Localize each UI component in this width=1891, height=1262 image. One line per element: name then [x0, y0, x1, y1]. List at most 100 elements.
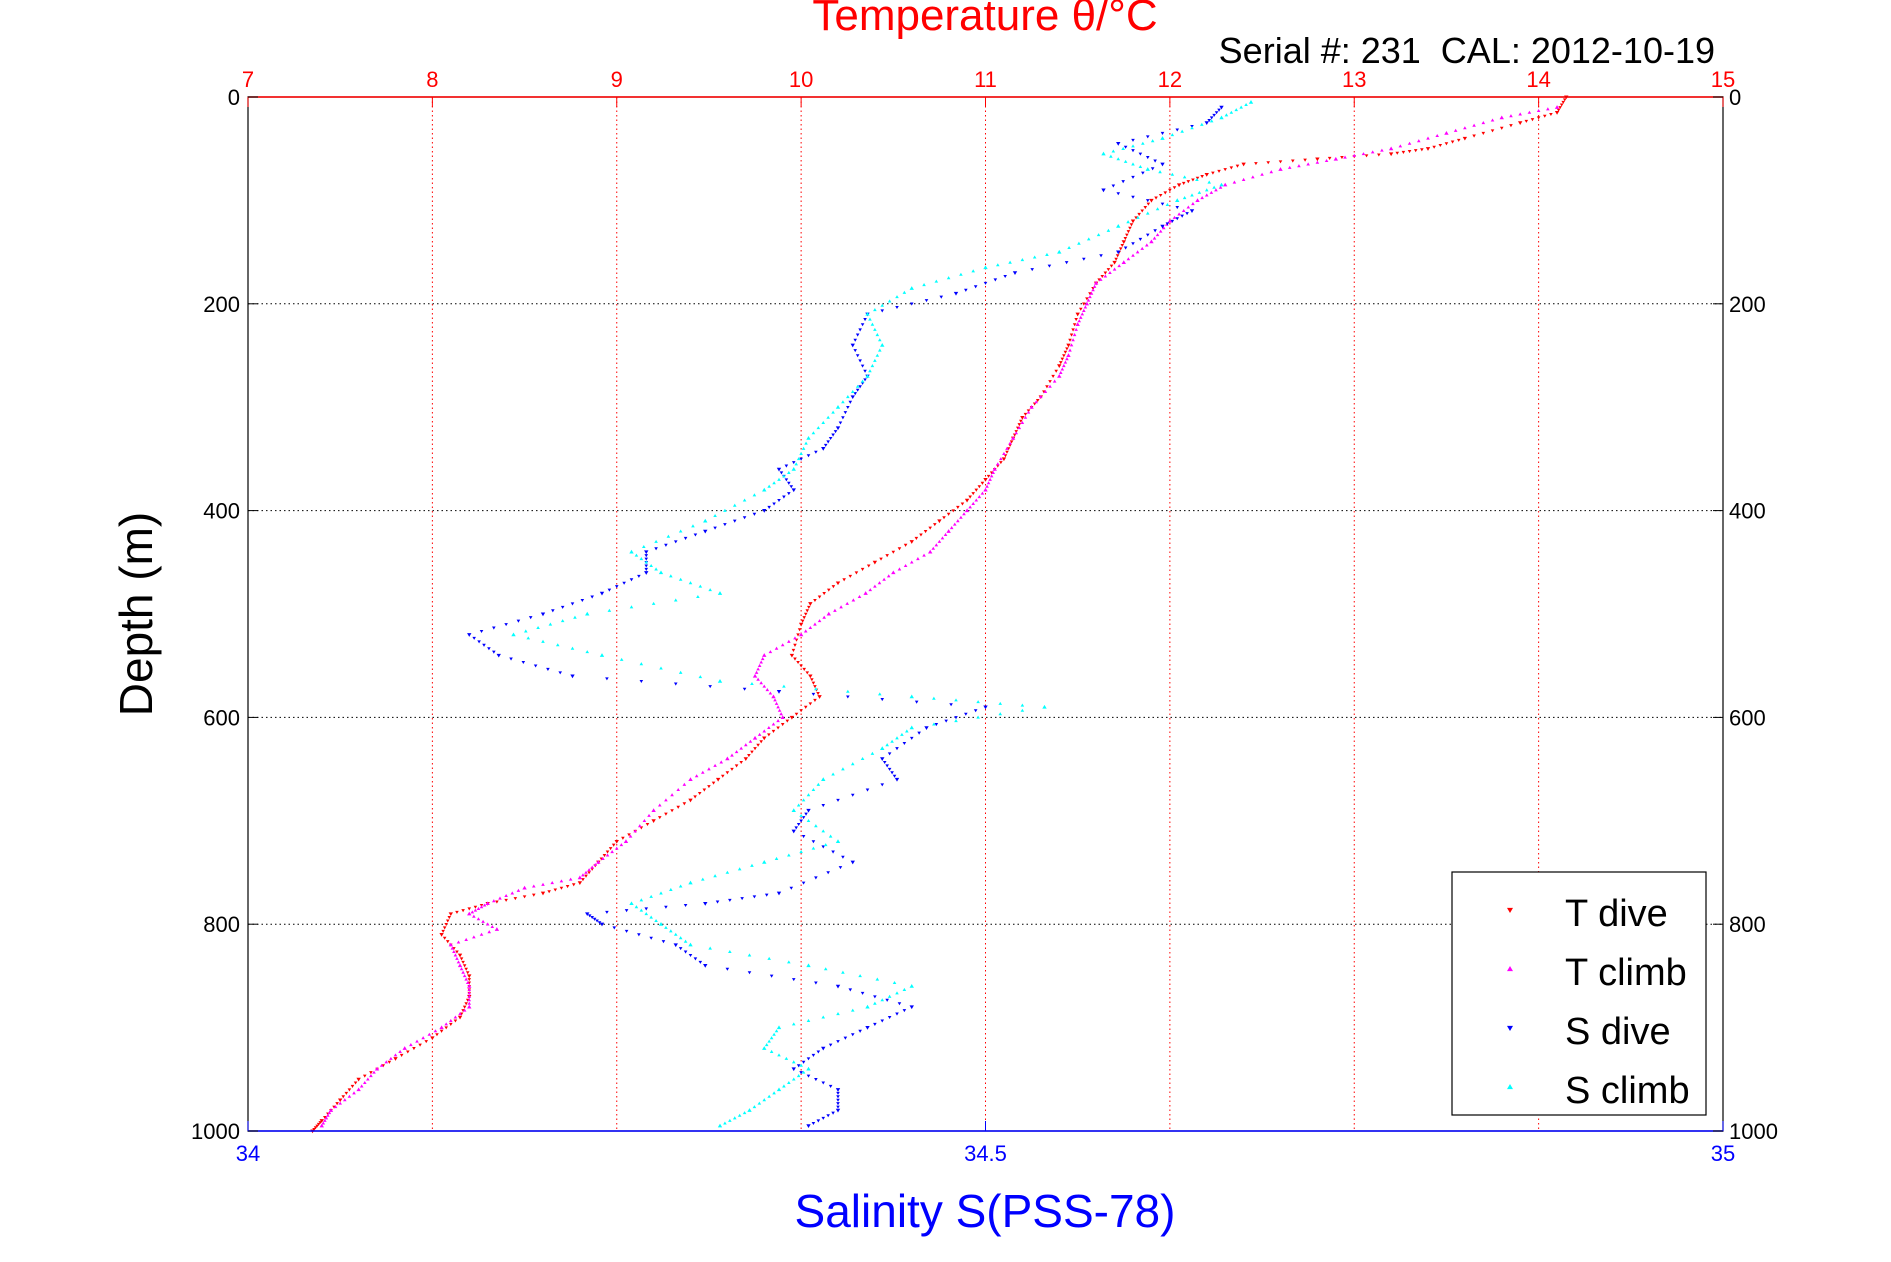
data-point	[802, 616, 806, 620]
data-point	[1207, 180, 1212, 184]
data-point	[814, 981, 818, 985]
data-point	[943, 532, 948, 536]
data-point	[637, 933, 641, 937]
data-point	[481, 919, 485, 923]
data-point	[811, 431, 816, 435]
data-point	[558, 671, 563, 675]
data-point	[793, 643, 797, 647]
data-point	[328, 1108, 334, 1112]
data-point	[678, 670, 683, 674]
data-point	[725, 756, 730, 761]
data-point	[1214, 188, 1218, 192]
data-point	[402, 1046, 407, 1050]
data-point	[964, 288, 968, 292]
data-point	[444, 1026, 449, 1030]
data-point	[752, 895, 757, 899]
data-point	[599, 591, 605, 596]
data-point	[1175, 206, 1180, 210]
data-point	[1054, 369, 1058, 373]
data-point	[1401, 150, 1406, 154]
data-point	[993, 278, 998, 282]
data-point	[845, 601, 850, 605]
data-point	[743, 757, 749, 761]
data-point	[806, 1124, 811, 1129]
data-point	[1191, 202, 1195, 206]
data-point	[1361, 152, 1366, 156]
data-point	[366, 1077, 370, 1081]
data-point	[1063, 360, 1068, 364]
data-point	[1116, 250, 1121, 255]
data-point	[560, 605, 565, 609]
data-point	[628, 834, 633, 838]
data-point	[985, 484, 989, 488]
data-point	[821, 447, 826, 451]
data-point	[649, 915, 653, 919]
data-point	[767, 505, 771, 509]
data-point	[752, 673, 758, 678]
data-point	[1020, 258, 1025, 262]
data-point	[708, 946, 712, 950]
data-point	[1254, 162, 1258, 166]
data-point	[744, 743, 748, 747]
data-point	[1185, 212, 1189, 216]
data-point	[934, 543, 939, 547]
data-point	[1499, 126, 1504, 130]
data-point	[753, 747, 757, 751]
data-point	[433, 1029, 438, 1033]
data-point	[1098, 277, 1103, 281]
data-point	[860, 991, 865, 995]
data-point	[670, 793, 674, 797]
data-point	[757, 732, 762, 736]
data-point	[789, 485, 794, 489]
data-point	[1129, 223, 1134, 227]
data-point	[924, 299, 929, 303]
data-point	[1005, 446, 1009, 450]
data-point	[1140, 246, 1145, 250]
data-point	[880, 998, 885, 1002]
data-point	[968, 505, 972, 509]
data-point	[565, 885, 570, 889]
data-point	[1251, 175, 1255, 179]
data-point	[794, 462, 799, 466]
data-point	[713, 526, 717, 530]
series-t-dive	[310, 95, 1569, 1134]
data-point	[833, 608, 837, 612]
data-point	[885, 554, 889, 558]
data-point	[1407, 141, 1412, 145]
data-point	[1435, 133, 1440, 138]
data-point	[917, 731, 921, 735]
data-point	[873, 308, 877, 312]
data-point	[1138, 164, 1143, 169]
data-point	[949, 526, 954, 530]
data-point	[806, 808, 811, 813]
data-point	[444, 1022, 449, 1026]
data-point	[1223, 168, 1227, 172]
data-point	[801, 835, 806, 839]
data-point	[814, 824, 818, 828]
data-point	[801, 446, 806, 450]
data-point	[823, 443, 828, 447]
data-point	[952, 522, 957, 526]
data-point	[752, 735, 758, 740]
data-point	[608, 847, 613, 851]
data-point	[887, 752, 892, 756]
data-point	[870, 364, 875, 368]
data-point	[831, 585, 836, 589]
data-point	[619, 657, 624, 661]
data-point	[637, 574, 641, 578]
data-point	[986, 474, 991, 478]
data-point	[639, 908, 644, 912]
data-point	[644, 571, 649, 575]
data-point	[789, 653, 795, 658]
data-point	[880, 746, 885, 750]
data-point	[885, 764, 889, 768]
data-point	[974, 498, 979, 502]
data-point	[799, 850, 803, 854]
data-point	[533, 664, 538, 668]
data-point	[1197, 190, 1202, 194]
data-point	[1100, 274, 1105, 279]
data-point	[661, 940, 666, 944]
data-point	[1527, 110, 1532, 114]
data-point	[707, 785, 711, 789]
data-point	[785, 719, 790, 723]
